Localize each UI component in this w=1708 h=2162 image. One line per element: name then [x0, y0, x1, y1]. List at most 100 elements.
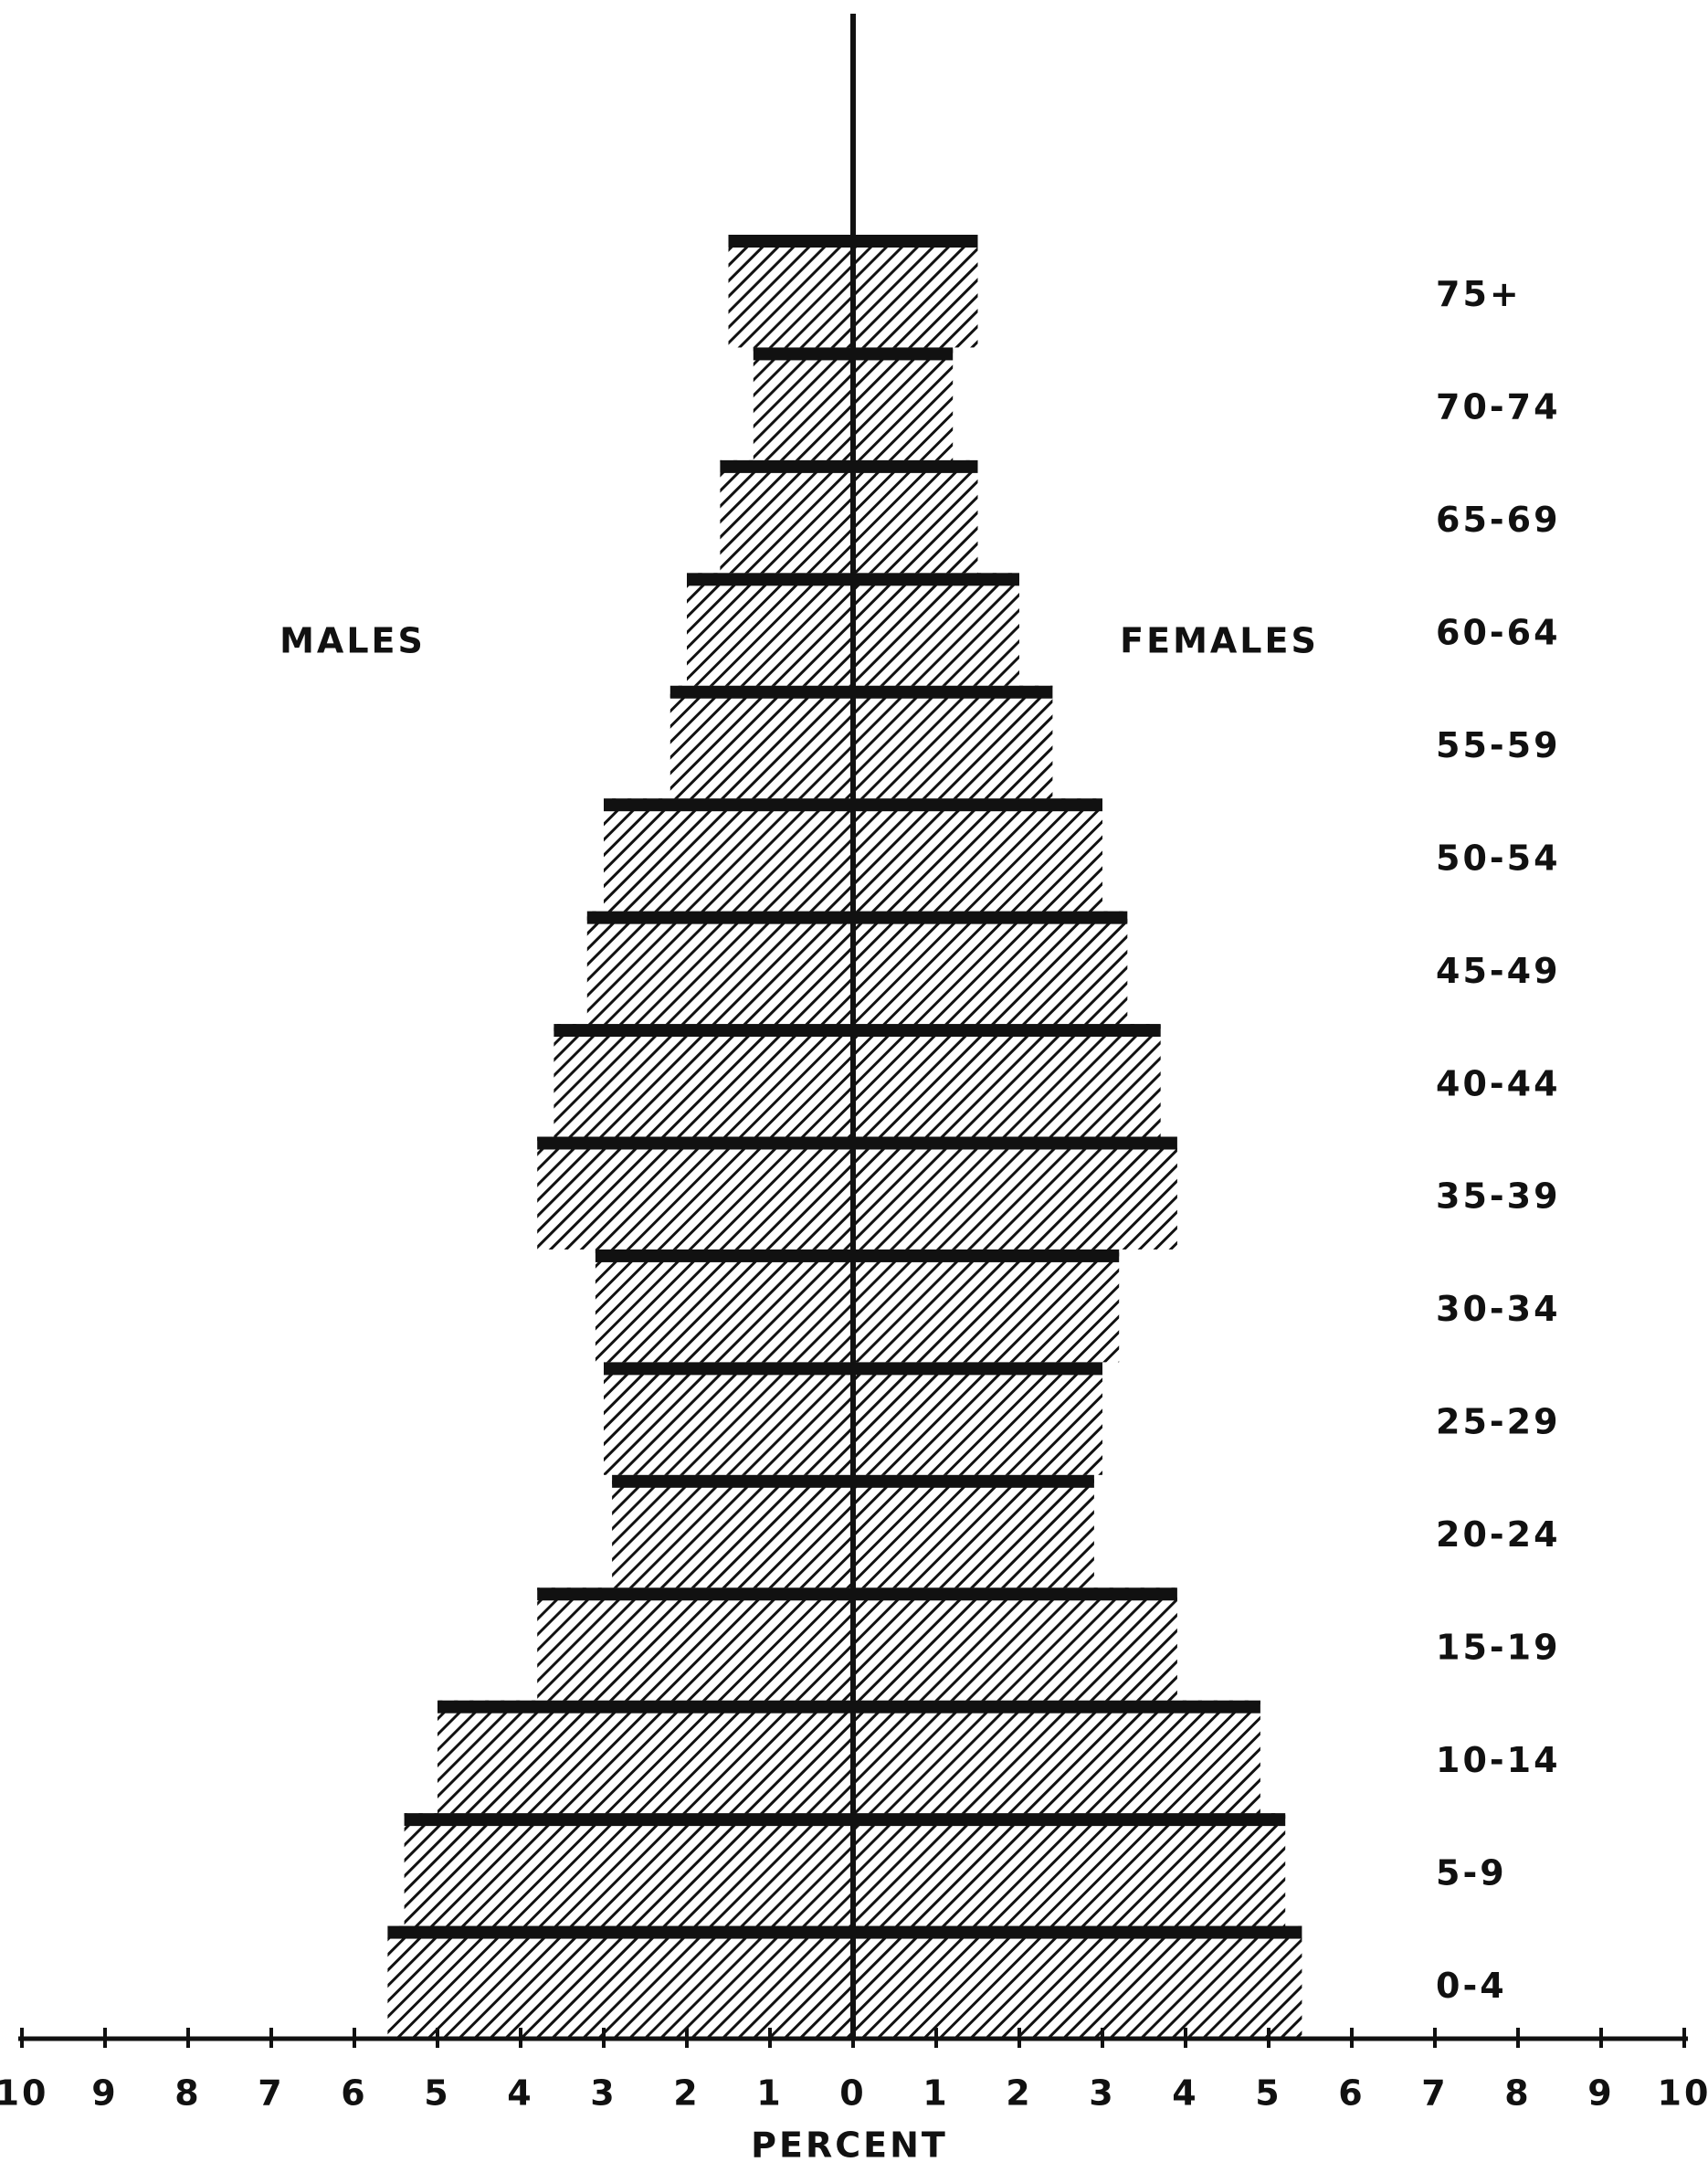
- bar-top: [853, 1813, 1286, 1827]
- bar: [387, 1925, 853, 2039]
- bar-top: [853, 1587, 1177, 1601]
- bar-top: [687, 573, 853, 586]
- x-tick-label: 10: [0, 2073, 48, 2114]
- bar: [853, 1474, 1094, 1588]
- x-tick-label: 1: [923, 2073, 949, 2114]
- category-label: 55-59: [1436, 725, 1561, 765]
- bar: [595, 1249, 853, 1363]
- bar-top: [853, 1362, 1102, 1376]
- bar-top: [586, 911, 853, 924]
- bar: [853, 685, 1053, 799]
- bar-top: [669, 685, 853, 699]
- bar: [753, 347, 853, 460]
- bar-top: [853, 347, 954, 361]
- x-tick-label: 7: [258, 2073, 284, 2114]
- bar-top: [554, 1024, 853, 1038]
- bar: [853, 798, 1102, 912]
- legend-label: FEMALES: [1120, 621, 1319, 661]
- bar-top: [853, 1249, 1120, 1262]
- bar: [853, 1136, 1177, 1250]
- x-tick-label: 8: [174, 2073, 201, 2114]
- bar-top: [438, 1700, 853, 1714]
- bar: [853, 911, 1128, 1025]
- bar: [438, 1700, 853, 1814]
- category-label: 20-24: [1436, 1514, 1561, 1555]
- x-tick-label: 1: [756, 2073, 783, 2114]
- bar: [853, 235, 978, 348]
- bar: [537, 1587, 853, 1701]
- bar: [853, 1587, 1177, 1701]
- category-label: 60-64: [1436, 613, 1561, 653]
- x-tick-label: 8: [1504, 2073, 1531, 2114]
- bar: [853, 1813, 1286, 1926]
- bar-top: [537, 1587, 853, 1601]
- bar-top: [595, 1249, 853, 1262]
- bar-top: [853, 1474, 1094, 1488]
- category-label: 50-54: [1436, 838, 1561, 878]
- bar: [853, 1249, 1120, 1363]
- x-tick-label: 6: [341, 2073, 367, 2114]
- x-tick-label: 9: [91, 2073, 118, 2114]
- bar: [554, 1024, 853, 1137]
- bar: [853, 573, 1019, 686]
- x-tick-label: 4: [507, 2073, 533, 2114]
- bar-top: [853, 798, 1102, 812]
- bar-top: [537, 1136, 853, 1150]
- bar-top: [404, 1813, 853, 1827]
- x-tick-label: 3: [590, 2073, 617, 2114]
- bar-top: [604, 1362, 853, 1376]
- category-label: 65-69: [1436, 500, 1561, 540]
- bar-top: [853, 1136, 1177, 1150]
- bar-top: [853, 911, 1128, 924]
- bar: [604, 798, 853, 912]
- bar-top: [853, 1925, 1302, 1939]
- bar-top: [753, 347, 853, 361]
- category-label: 5-9: [1436, 1852, 1507, 1893]
- bar: [720, 459, 853, 574]
- category-label: 10-14: [1436, 1740, 1561, 1780]
- bar: [537, 1136, 853, 1250]
- category-label: 25-29: [1436, 1402, 1561, 1442]
- category-label: 0-4: [1436, 1966, 1507, 2006]
- category-label: 35-39: [1436, 1176, 1561, 1217]
- x-tick-label: 2: [673, 2073, 700, 2114]
- bar-top: [728, 235, 853, 248]
- bar-top: [853, 685, 1053, 699]
- bar: [853, 1024, 1161, 1137]
- category-label: 15-19: [1436, 1627, 1561, 1667]
- category-label: 30-34: [1436, 1289, 1561, 1329]
- bar: [404, 1813, 853, 1926]
- bar-top: [853, 459, 978, 473]
- category-label: 75+: [1436, 274, 1522, 314]
- x-tick-label: 6: [1338, 2073, 1365, 2114]
- bar: [853, 1362, 1102, 1475]
- bar-top: [853, 573, 1019, 586]
- x-tick-label: 3: [1089, 2073, 1115, 2114]
- x-tick-label: 0: [839, 2073, 866, 2114]
- bar: [728, 235, 853, 348]
- x-tick-label: 4: [1172, 2073, 1198, 2114]
- bar: [853, 1700, 1260, 1814]
- x-tick-label: 5: [424, 2073, 450, 2114]
- bar-top: [720, 459, 853, 473]
- legend-label: MALES: [279, 621, 426, 661]
- bar-top: [612, 1474, 853, 1488]
- bar: [853, 459, 978, 574]
- x-tick-label: 5: [1255, 2073, 1281, 2114]
- bar-top: [853, 1700, 1260, 1714]
- bar: [669, 685, 853, 799]
- bar-top: [604, 798, 853, 812]
- bar-top: [853, 1024, 1161, 1038]
- bar: [853, 1925, 1302, 2039]
- x-axis-label: PERCENT: [751, 2125, 948, 2162]
- bar: [604, 1362, 853, 1475]
- bar: [687, 573, 853, 686]
- x-tick-label: 10: [1658, 2073, 1708, 2114]
- bar-top: [853, 235, 978, 248]
- category-label: 45-49: [1436, 951, 1561, 991]
- bar: [586, 911, 853, 1025]
- x-tick-label: 9: [1587, 2073, 1614, 2114]
- category-label: 70-74: [1436, 387, 1561, 427]
